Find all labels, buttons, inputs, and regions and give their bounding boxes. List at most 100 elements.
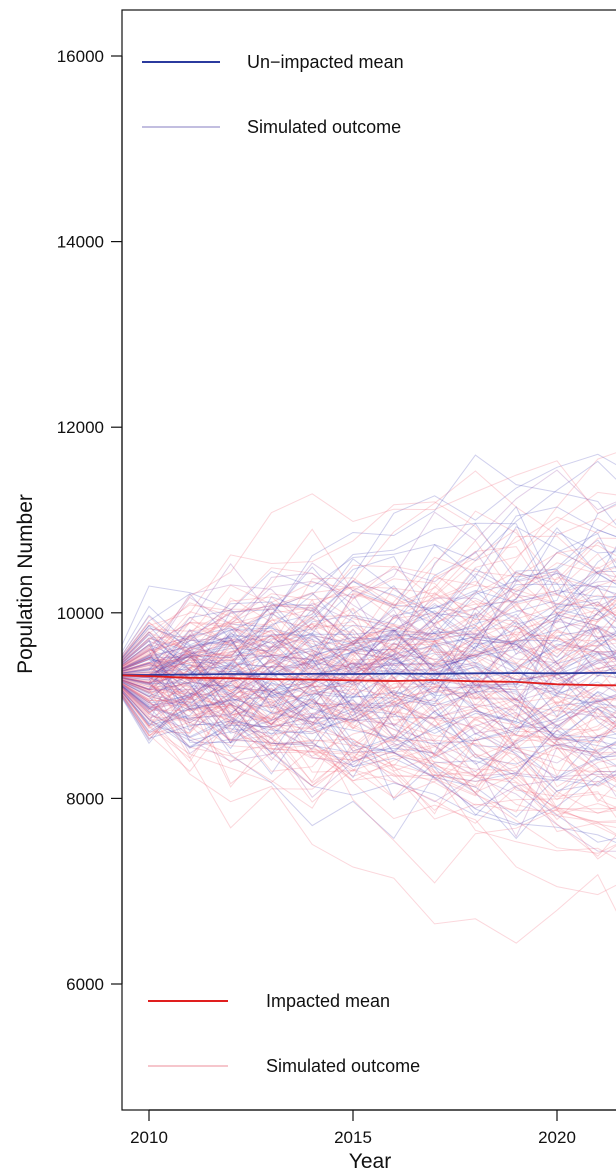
impacted-simulation-line <box>122 565 616 711</box>
unimpacted-simulation-line <box>122 655 616 793</box>
unimpacted-simulation-line <box>122 605 616 747</box>
unimpacted-simulation-line <box>122 567 616 744</box>
unimpacted-simulation-line <box>122 662 616 764</box>
unimpacted-simulation-line <box>122 632 616 750</box>
impacted-simulation-line <box>122 677 616 757</box>
unimpacted-simulation-line <box>122 684 616 798</box>
impacted-simulation-line <box>122 622 616 692</box>
impacted-simulation-line <box>122 621 616 673</box>
impacted-simulation-line <box>122 631 616 787</box>
impacted-simulation-line <box>122 603 616 677</box>
impacted-simulation-line <box>122 593 616 681</box>
impacted-mean-line <box>122 674 616 687</box>
impacted-simulation-line <box>122 460 616 668</box>
unimpacted-simulation-line <box>122 539 616 680</box>
y-tick-label: 16000 <box>57 47 104 66</box>
impacted-simulation-line <box>122 652 616 813</box>
unimpacted-simulation-line <box>122 636 616 739</box>
mean-lines <box>122 672 616 687</box>
impacted-simulation-line <box>122 683 616 811</box>
unimpacted-simulation-line <box>122 550 616 666</box>
unimpacted-simulation-line <box>122 667 616 843</box>
impacted-simulation-line <box>122 661 616 810</box>
unimpacted-simulation-line <box>122 677 616 762</box>
unimpacted-simulation-line <box>122 626 616 722</box>
impacted-simulation-line <box>122 571 616 726</box>
impacted-simulation-line <box>122 528 616 668</box>
impacted-simulation-line <box>122 598 616 720</box>
y-tick-label: 12000 <box>57 418 104 437</box>
impacted-simulation-line <box>122 611 616 772</box>
impacted-simulation-line <box>122 616 616 728</box>
unimpacted-simulation-line <box>122 677 616 766</box>
impacted-simulation-line <box>122 564 616 679</box>
impacted-simulation-line <box>122 546 616 672</box>
unimpacted-simulation-line <box>122 656 616 840</box>
unimpacted-simulation-line <box>122 650 616 730</box>
unimpacted-simulation-line <box>122 647 616 707</box>
unimpacted-simulation-line <box>122 670 616 773</box>
impacted-simulation-line <box>122 578 616 684</box>
unimpacted-simulation-line <box>122 649 616 838</box>
unimpacted-simulation-line <box>122 671 616 787</box>
impacted-simulation-line <box>122 679 616 785</box>
unimpacted-simulation-line <box>122 637 616 801</box>
unimpacted-simulation-line <box>122 629 616 719</box>
impacted-simulation-line <box>122 680 616 833</box>
unimpacted-simulation-line <box>122 615 616 720</box>
impacted-simulation-line <box>122 452 616 667</box>
impacted-simulation-line <box>122 657 616 741</box>
impacted-simulation-line <box>122 675 616 814</box>
legend-impacted-sim-label: Simulated outcome <box>266 1056 420 1076</box>
unimpacted-simulation-line <box>122 610 616 696</box>
impacted-simulation-line <box>122 606 616 727</box>
legend-top: Un−impacted mean Simulated outcome <box>142 52 404 137</box>
impacted-simulation-line <box>122 636 616 803</box>
impacted-simulation-line <box>122 631 616 683</box>
impacted-simulation-line <box>122 620 616 727</box>
impacted-simulation-line <box>122 606 616 676</box>
unimpacted-simulation-line <box>122 606 616 705</box>
legend-unimpacted-sim-label: Simulated outcome <box>247 117 401 137</box>
impacted-simulation-line <box>122 637 616 744</box>
y-tick-label: 10000 <box>57 604 104 623</box>
legend-unimpacted-mean-label: Un−impacted mean <box>247 52 404 72</box>
impacted-simulation-line <box>122 598 616 694</box>
impacted-simulation-line <box>122 567 616 678</box>
unimpacted-simulation-line <box>122 645 616 798</box>
unimpacted-simulation-line <box>122 617 616 728</box>
impacted-simulation-line <box>122 650 616 783</box>
y-tick-label: 14000 <box>57 233 104 252</box>
unimpacted-simulation-line <box>122 579 616 669</box>
unimpacted-simulation-line <box>122 605 616 681</box>
impacted-simulation-line <box>122 535 616 692</box>
y-axis: 6000 8000 10000 12000 14000 16000 <box>57 47 123 994</box>
impacted-simulation-line <box>122 622 616 705</box>
impacted-simulation-line <box>122 603 616 730</box>
impacted-simulation-line <box>122 655 616 752</box>
unimpacted-simulation-line <box>122 617 616 724</box>
unimpacted-simulation-line <box>122 556 616 671</box>
unimpacted-simulation-line <box>122 690 616 844</box>
impacted-simulation-line <box>122 470 616 666</box>
impacted-simulation-line <box>122 586 616 720</box>
x-tick-label: 2020 <box>538 1128 576 1147</box>
impacted-simulation-line <box>122 628 616 814</box>
unimpacted-simulation-line <box>122 677 616 766</box>
unimpacted-simulation-line <box>122 506 616 708</box>
unimpacted-simulation-line <box>122 625 616 702</box>
impacted-simulation-line <box>122 598 616 684</box>
impacted-simulation-line <box>122 544 616 661</box>
unimpacted-simulation-line <box>122 544 616 698</box>
impacted-simulation-line <box>122 694 616 837</box>
unimpacted-simulation-line <box>122 505 616 704</box>
impacted-simulation-line <box>122 675 616 803</box>
unimpacted-simulation-line <box>122 611 616 763</box>
impacted-simulation-line <box>122 688 616 767</box>
unimpacted-simulation-line <box>122 454 616 666</box>
unimpacted-simulation-line <box>122 589 616 710</box>
unimpacted-simulation-line <box>122 572 616 681</box>
impacted-simulation-line <box>122 694 616 808</box>
unimpacted-simulation-line <box>122 531 616 733</box>
legend-impacted-mean-label: Impacted mean <box>266 991 390 1011</box>
